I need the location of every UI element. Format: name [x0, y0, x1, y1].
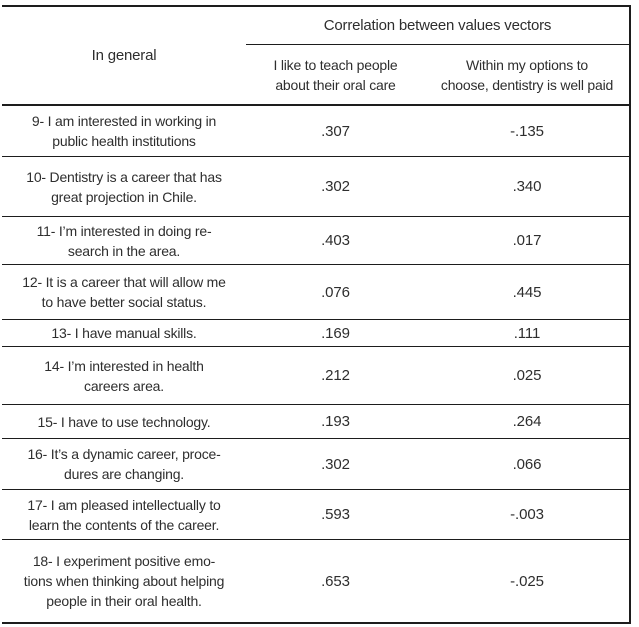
correlation-value-teach: .593 — [321, 506, 350, 523]
correlation-value-teach: .403 — [321, 232, 350, 249]
table-row: 11- I’m interested in doing re- search i… — [2, 217, 629, 265]
table-body: 9- I am interested in working in public … — [2, 106, 629, 622]
table-header: In general Correlation between values ve… — [2, 7, 629, 106]
span-header: Correlation between values vectors — [246, 7, 629, 45]
table-row: 10- Dentistry is a career that has great… — [2, 157, 629, 217]
correlation-value-teach: .307 — [321, 122, 350, 140]
correlation-value-teach: .212 — [321, 367, 350, 384]
table-row: 9- I am interested in working in public … — [2, 106, 629, 157]
table-row: 13- I have manual skills. .169 .111 — [2, 320, 629, 347]
row-label: 12- It is a career that will allow me to… — [22, 274, 226, 310]
table-row: 12- It is a career that will allow me to… — [2, 265, 629, 320]
correlation-value-teach: .302 — [321, 455, 350, 473]
row-label: 15- I have to use technology. — [37, 413, 211, 430]
row-label: 9- I am interested in working in public … — [31, 113, 217, 149]
correlation-value-paid: -.135 — [510, 122, 544, 140]
row-label: 14- I’m interested in health careers are… — [44, 357, 204, 394]
correlation-value-teach: .193 — [321, 413, 350, 430]
column-header-teach: I like to teach people about their oral … — [273, 56, 398, 93]
row-group-header: In general — [91, 47, 157, 64]
correlation-value-paid: .445 — [512, 283, 542, 301]
row-label: 13- I have manual skills. — [51, 325, 197, 341]
correlation-value-paid: -.003 — [510, 506, 544, 523]
correlation-value-paid: -.025 — [510, 572, 544, 590]
correlation-value-paid: .264 — [512, 413, 542, 430]
table-row: 17- I am pleased intellectually to learn… — [2, 490, 629, 540]
correlation-value-paid: .025 — [512, 367, 542, 384]
correlation-value-paid: .066 — [512, 455, 542, 473]
column-header-paid: Within my options to choose, dentistry i… — [440, 56, 614, 93]
row-label: 17- I am pleased intellectually to learn… — [27, 496, 221, 533]
correlation-value-paid: .340 — [512, 178, 542, 195]
sub-headers: I like to teach people about their oral … — [246, 45, 629, 104]
correlation-value-teach: .169 — [321, 324, 350, 342]
correlation-value-teach: .653 — [321, 572, 350, 590]
header-right-group: Correlation between values vectors I lik… — [246, 7, 629, 104]
correlation-value-teach: .076 — [321, 283, 350, 301]
correlation-value-paid: .111 — [513, 324, 541, 342]
row-label: 10- Dentistry is a career that has great… — [26, 168, 222, 205]
table-row: 14- I’m interested in health careers are… — [2, 347, 629, 405]
correlation-table: In general Correlation between values ve… — [2, 5, 631, 624]
row-label: 16- It’s a dynamic career, proce- dures … — [27, 446, 221, 482]
row-label: 11- I’m interested in doing re- search i… — [36, 222, 212, 259]
row-label: 18- I experiment positive emo- tions whe… — [23, 553, 225, 609]
table-row: 16- It’s a dynamic career, proce- dures … — [2, 439, 629, 490]
correlation-value-teach: .302 — [321, 178, 350, 195]
table-row: 18- I experiment positive emo- tions whe… — [2, 540, 629, 622]
correlation-value-paid: .017 — [512, 232, 542, 249]
table-row: 15- I have to use technology. .193 .264 — [2, 405, 629, 439]
